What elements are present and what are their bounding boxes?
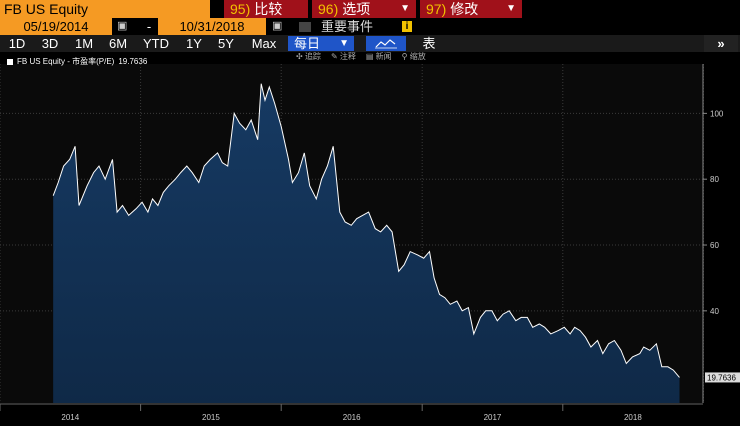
options-number: 96) bbox=[318, 1, 339, 17]
events-label: 重要事件 bbox=[321, 19, 374, 34]
tool-track[interactable]: ✣ 追踪 bbox=[296, 52, 321, 61]
calendar-icon[interactable]: ▣ bbox=[117, 20, 128, 32]
chevron-down-icon: ▼ bbox=[400, 3, 410, 14]
legend-label: FB US Equity - 市盈率(P/E) bbox=[17, 57, 115, 66]
options-button[interactable]: 96) 选项 ▼ bbox=[312, 0, 416, 18]
x-tick-label: 2018 bbox=[624, 413, 642, 422]
tool-news-label: 新闻 bbox=[375, 52, 392, 61]
tool-track-label: 追踪 bbox=[304, 52, 321, 61]
last-value-label: 19.7636 bbox=[707, 373, 736, 382]
range-1d[interactable]: 1D bbox=[8, 36, 26, 51]
chevron-down-icon: ▼ bbox=[506, 3, 516, 14]
calendar-icon[interactable]: ▣ bbox=[272, 20, 283, 32]
x-tick-label: 2017 bbox=[484, 413, 502, 422]
tool-annotate-label: 注释 bbox=[339, 52, 356, 61]
date-separator: - bbox=[146, 19, 152, 34]
tool-zoom[interactable]: ⚲ 缩放 bbox=[401, 52, 426, 61]
info-icon[interactable]: i bbox=[402, 21, 412, 32]
edit-button[interactable]: 97) 修改 ▼ bbox=[420, 0, 522, 18]
range-max[interactable]: Max bbox=[251, 36, 277, 51]
compare-button[interactable]: 95) 比较 bbox=[224, 0, 308, 18]
tool-news[interactable]: ▤ 新闻 bbox=[365, 52, 392, 61]
frequency-value: 每日 bbox=[294, 36, 321, 51]
x-axis-band bbox=[0, 403, 740, 426]
y-tick-label: 80 bbox=[710, 175, 719, 184]
x-tick-label: 2014 bbox=[61, 413, 79, 422]
frequency-select[interactable]: 每日 ▼ bbox=[288, 36, 354, 51]
x-tick-label: 2015 bbox=[202, 413, 220, 422]
x-tick-label: 2016 bbox=[343, 413, 361, 422]
events-checkbox[interactable] bbox=[299, 22, 311, 32]
series-area bbox=[53, 83, 680, 403]
y-tick-label: 60 bbox=[710, 241, 719, 250]
chevron-down-icon: ▼ bbox=[339, 38, 349, 49]
tool-zoom-label: 缩放 bbox=[409, 52, 426, 61]
last-value-box bbox=[705, 372, 740, 383]
edit-number: 97) bbox=[426, 1, 447, 17]
options-label: 选项 bbox=[342, 1, 371, 17]
end-date-field[interactable]: 10/31/2018 bbox=[158, 18, 266, 35]
range-1m[interactable]: 1M bbox=[74, 36, 94, 51]
compare-number: 95) bbox=[230, 1, 251, 17]
range-6m[interactable]: 6M bbox=[108, 36, 128, 51]
legend-value: 19.7636 bbox=[118, 57, 148, 66]
start-date-field[interactable]: 05/19/2014 bbox=[0, 18, 112, 35]
legend-swatch bbox=[7, 58, 13, 65]
chart-legend: FB US Equity - 市盈率(P/E) 19.7636 bbox=[7, 57, 147, 67]
range-5y[interactable]: 5Y bbox=[218, 36, 234, 51]
table-button[interactable]: 表 bbox=[422, 36, 436, 51]
line-chart-button[interactable] bbox=[366, 36, 406, 51]
range-1y[interactable]: 1Y bbox=[186, 36, 202, 51]
line-chart-icon bbox=[375, 39, 397, 49]
compare-label: 比较 bbox=[254, 1, 283, 17]
tool-annotate[interactable]: ✎ 注释 bbox=[330, 52, 356, 61]
range-ytd[interactable]: YTD bbox=[143, 36, 169, 51]
expand-button[interactable]: » bbox=[704, 35, 738, 52]
chart-tools: ✣ 追踪 ✎ 注释 ▤ 新闻 ⚲ 缩放 bbox=[296, 52, 426, 62]
y-tick-label: 40 bbox=[710, 307, 719, 316]
edit-label: 修改 bbox=[450, 1, 479, 17]
security-ticker[interactable]: FB US Equity bbox=[0, 0, 210, 18]
series-line bbox=[52, 83, 680, 378]
range-3d[interactable]: 3D bbox=[41, 36, 59, 51]
y-tick-label: 100 bbox=[710, 109, 724, 118]
